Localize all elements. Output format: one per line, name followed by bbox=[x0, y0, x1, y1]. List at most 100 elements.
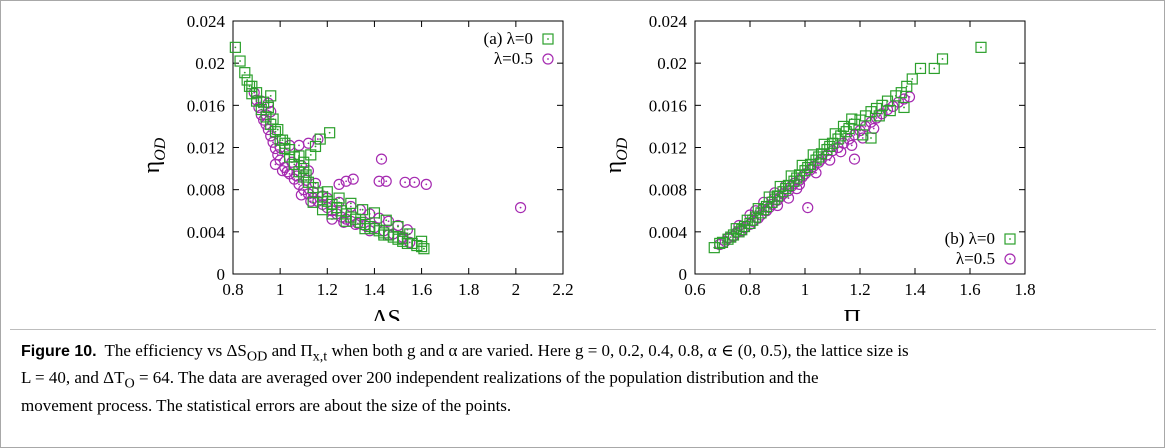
data-point-dot bbox=[309, 200, 312, 203]
data-point bbox=[246, 80, 258, 92]
data-point bbox=[514, 201, 527, 214]
data-point-dot bbox=[328, 131, 331, 134]
data-point-dot bbox=[828, 159, 831, 162]
data-point bbox=[300, 169, 312, 181]
data-point-dot bbox=[246, 79, 249, 81]
x-tick-label: 1.8 bbox=[458, 280, 479, 299]
data-point bbox=[281, 166, 293, 178]
data-point bbox=[898, 101, 910, 114]
data-point-dot bbox=[302, 167, 305, 170]
data-point-dot bbox=[768, 196, 771, 198]
data-point-dot bbox=[905, 85, 908, 88]
data-point-dot bbox=[779, 185, 782, 188]
x-tick-label: 1.2 bbox=[317, 280, 338, 299]
data-point-dot bbox=[746, 219, 749, 222]
data-point bbox=[373, 175, 385, 187]
legend-entry-marker-dot bbox=[1009, 258, 1011, 260]
data-point-dot bbox=[735, 227, 738, 230]
x-tick-label: 1 bbox=[801, 280, 810, 299]
data-point-dot bbox=[298, 183, 300, 186]
data-point bbox=[347, 173, 359, 185]
data-point bbox=[404, 228, 416, 240]
data-point-dot bbox=[349, 205, 352, 208]
data-point-dot bbox=[757, 207, 760, 210]
data-point-dot bbox=[908, 96, 911, 98]
data-point-dot bbox=[903, 106, 905, 109]
data-point-dot bbox=[812, 153, 815, 156]
data-point bbox=[835, 146, 847, 158]
data-point-dot bbox=[861, 133, 864, 136]
data-point bbox=[408, 176, 421, 188]
y-axis-label-main: η bbox=[139, 161, 165, 174]
y-tick-label: 0.008 bbox=[187, 181, 225, 200]
data-point bbox=[818, 138, 830, 150]
y-tick-label: 0.024 bbox=[649, 12, 688, 31]
data-point bbox=[906, 73, 918, 85]
y-axis-label: ηOD bbox=[601, 137, 631, 173]
data-point-dot bbox=[361, 208, 364, 211]
data-point bbox=[796, 159, 808, 172]
data-point-dot bbox=[889, 109, 892, 112]
y-tick-label: 0.024 bbox=[187, 12, 226, 31]
data-point-dot bbox=[382, 234, 385, 236]
x-tick-label: 1.2 bbox=[849, 280, 870, 299]
y-tick-label: 0.004 bbox=[187, 223, 226, 242]
data-point-dot bbox=[349, 202, 352, 205]
data-point-dot bbox=[420, 240, 423, 243]
x-tick-label: 1.8 bbox=[1014, 280, 1035, 299]
data-point-dot bbox=[380, 158, 383, 160]
data-point-dot bbox=[253, 91, 256, 94]
data-point-dot bbox=[272, 141, 274, 144]
data-point-dot bbox=[933, 67, 936, 70]
data-point bbox=[234, 55, 246, 67]
data-point-dot bbox=[260, 108, 263, 111]
data-point bbox=[741, 214, 753, 226]
data-point bbox=[848, 153, 861, 165]
data-point-dot bbox=[878, 114, 881, 117]
data-point bbox=[368, 207, 381, 219]
data-point-dot bbox=[338, 197, 340, 200]
legend-entry-label: (a) λ=0 bbox=[484, 29, 533, 48]
data-point-dot bbox=[321, 208, 324, 211]
data-point-dot bbox=[823, 143, 826, 146]
y-axis-label-subscript: OD bbox=[152, 137, 169, 161]
data-point bbox=[914, 62, 927, 75]
data-point bbox=[375, 153, 388, 165]
data-point-dot bbox=[269, 94, 272, 97]
caption-line-2: L = 40, and ΔTO = 64. The data are avera… bbox=[21, 368, 819, 392]
data-point-dot bbox=[288, 172, 291, 175]
data-point-dot bbox=[243, 71, 246, 74]
y-axis-label-main: η bbox=[601, 161, 627, 174]
caption-line-3: movement process. The statistical errors… bbox=[21, 395, 512, 415]
data-point bbox=[857, 129, 869, 141]
legend-entry-marker-dot bbox=[547, 38, 549, 40]
panel-a: 0.8 1 1.2 1.4 1.6 1.8 2 2.2 0 0.004 0.008 0.012 0.01… bbox=[139, 12, 574, 321]
data-point-dot bbox=[886, 100, 889, 103]
y-tick-label: 0.016 bbox=[187, 96, 225, 115]
caption-divider bbox=[10, 329, 1156, 330]
data-point-dot bbox=[265, 116, 267, 118]
data-point bbox=[785, 170, 797, 182]
data-point-dot bbox=[276, 128, 279, 131]
legend-entry-label: (b) λ=0 bbox=[945, 229, 995, 248]
data-point-dot bbox=[385, 180, 388, 183]
data-point bbox=[269, 158, 282, 170]
data-point-dot bbox=[413, 181, 416, 184]
data-point-dot bbox=[331, 213, 333, 215]
data-point bbox=[298, 162, 310, 175]
data-point-dot bbox=[806, 206, 809, 209]
y-tick-label: 0 bbox=[679, 265, 688, 284]
data-point-dot bbox=[305, 174, 307, 176]
data-point bbox=[340, 175, 352, 187]
data-point bbox=[898, 93, 910, 105]
data-point bbox=[846, 139, 858, 151]
legend-entry-marker bbox=[1004, 233, 1016, 245]
series-lambda-0 bbox=[229, 41, 430, 255]
data-point-dot bbox=[288, 148, 291, 151]
x-axis-label-subscript: OD bbox=[401, 319, 425, 321]
data-point-dot bbox=[316, 138, 319, 140]
data-point bbox=[873, 110, 885, 122]
series-lambda-0 bbox=[708, 41, 987, 254]
legend-entry-marker bbox=[542, 53, 554, 65]
data-point-dot bbox=[314, 145, 317, 148]
